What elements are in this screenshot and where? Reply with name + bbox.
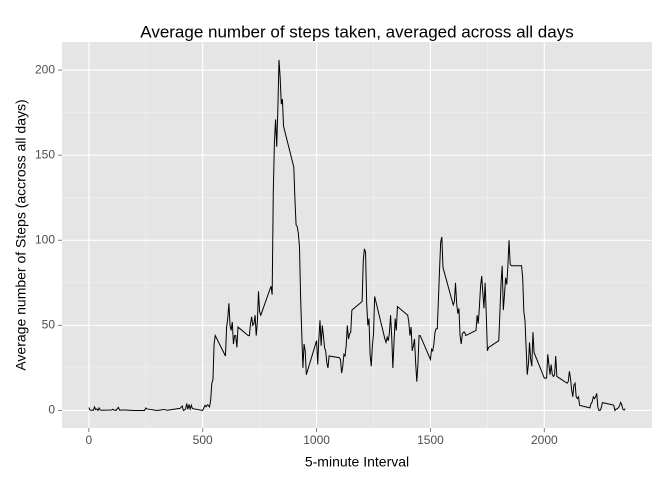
y-axis-title: Average number of Steps (accross all day… bbox=[13, 99, 29, 370]
x-axis-title: 5-minute Interval bbox=[305, 454, 409, 470]
x-tick-label: 500 bbox=[193, 433, 213, 447]
chart-title: Average number of steps taken, averaged … bbox=[140, 22, 573, 41]
x-tick-label: 1000 bbox=[303, 433, 330, 447]
line bbox=[88, 59, 626, 412]
panel bbox=[62, 42, 652, 428]
x-tick-label: 0 bbox=[85, 433, 92, 447]
y-tick-label: 150 bbox=[35, 147, 55, 161]
y-tick-label: 200 bbox=[35, 62, 55, 76]
x-tick-label: 2000 bbox=[531, 433, 558, 447]
x-tick-label: 1500 bbox=[417, 433, 444, 447]
y-tick-label: 50 bbox=[42, 318, 56, 332]
y-tick-label: 0 bbox=[48, 403, 55, 417]
y-tick-label: 100 bbox=[35, 232, 55, 246]
